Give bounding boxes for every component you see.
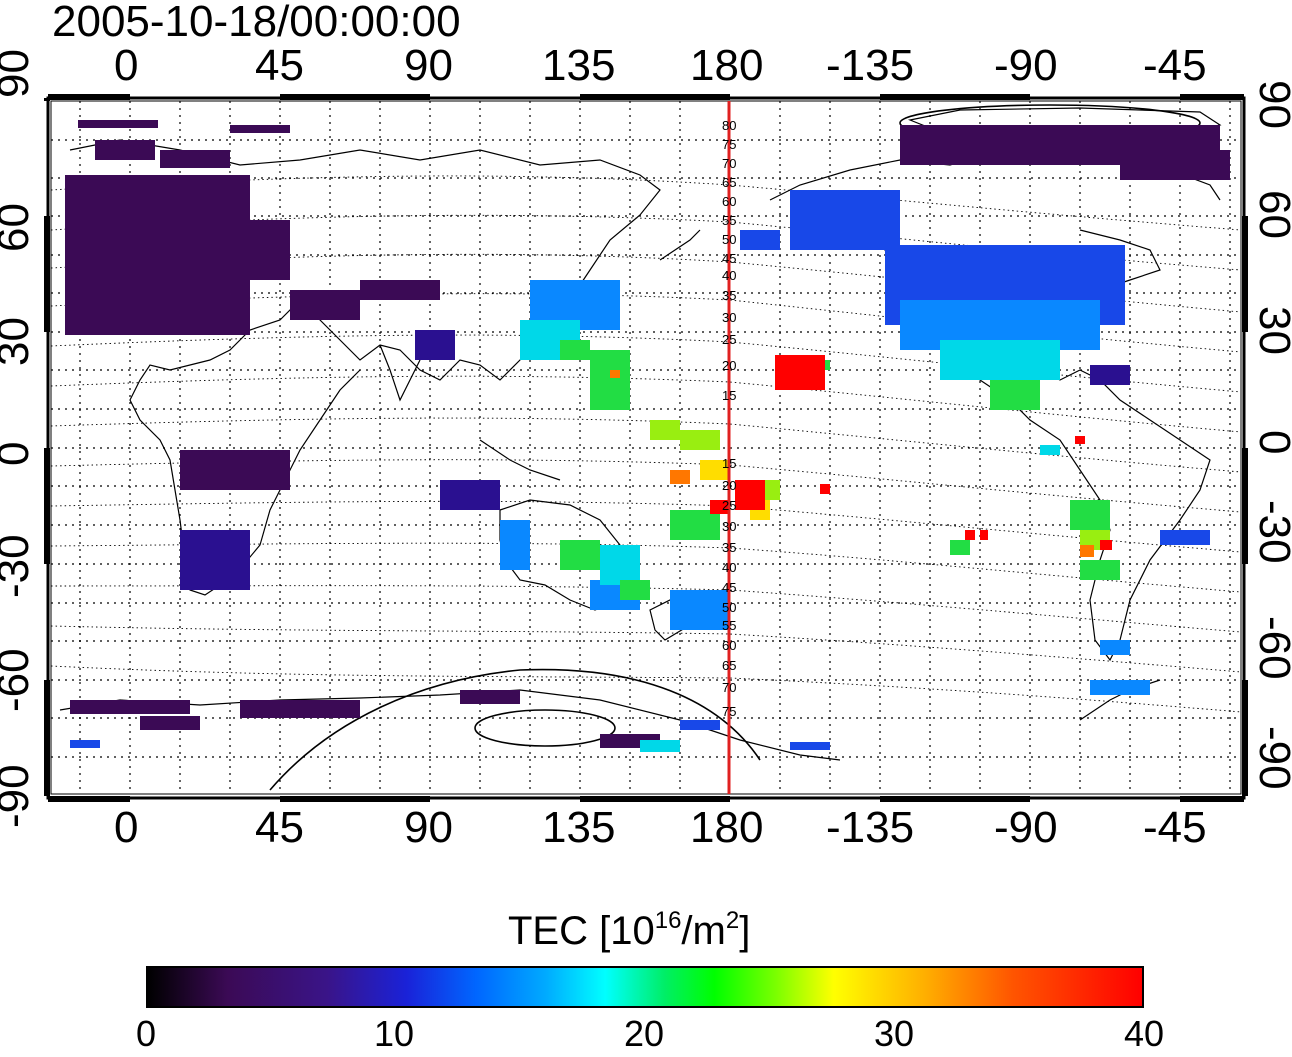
meridian-label: 75 (722, 704, 736, 719)
top-x-tick: 180 (690, 41, 764, 90)
colorbar-title: TEC [1016/m2] (508, 907, 750, 955)
meridian-label: 60 (722, 194, 736, 209)
colorbar-tick: 40 (1124, 1013, 1165, 1054)
bottom-x-tick: -135 (826, 803, 915, 852)
meridian-label: 35 (722, 288, 736, 303)
meridian-label: 45 (722, 580, 736, 595)
meridian-label: 25 (722, 498, 736, 513)
meridian-label: 50 (722, 232, 736, 247)
colorbar-tick: 10 (374, 1013, 415, 1054)
colorbar-title-prefix: TEC [10 (508, 909, 655, 953)
map-timestamp: 2005-10-18/00:00:00 (52, 0, 461, 46)
meridian-label: 20 (722, 478, 736, 493)
top-x-tick: 90 (404, 41, 453, 90)
meridian-label: 40 (722, 560, 736, 575)
colorbar-tick: 0 (136, 1013, 157, 1054)
bottom-x-tick: 135 (542, 803, 616, 852)
meridian-label: 15 (722, 456, 736, 471)
tec-map: 80 75 70 65 60 55 50 45 40 35 30 25 20 1… (44, 94, 1248, 802)
meridian-label: 45 (722, 251, 736, 266)
top-x-tick: -135 (826, 41, 915, 90)
meridian-label: 55 (722, 213, 736, 228)
meridian-label: 70 (722, 156, 736, 171)
colorbar-tick: 30 (874, 1013, 915, 1054)
meridian-label: 15 (722, 388, 736, 403)
meridian-labels: 80 75 70 65 60 55 50 45 40 35 30 25 20 1… (722, 118, 736, 719)
meridian-label: 25 (722, 332, 736, 347)
bottom-x-tick: 180 (690, 803, 764, 852)
meridian-label: 55 (722, 618, 736, 633)
meridian-label: 30 (722, 310, 736, 325)
colorbar-title-suffix: ] (739, 909, 751, 953)
bottom-x-tick: -45 (1143, 803, 1207, 852)
bottom-x-tick: 90 (404, 803, 453, 852)
bottom-x-tick: 45 (255, 803, 304, 852)
meridian-label: 75 (722, 137, 736, 152)
meridian-label: 80 (722, 118, 736, 133)
meridian-label: 60 (722, 638, 736, 653)
bottom-x-tick: 0 (114, 803, 139, 852)
graticule (51, 101, 1241, 794)
top-x-tick: -45 (1143, 41, 1207, 90)
meridian-label: 50 (722, 600, 736, 615)
tec-colorbar (146, 966, 1144, 1008)
meridian-label: 65 (722, 175, 736, 190)
frame-ticks (44, 94, 1248, 802)
meridian-label: 65 (722, 658, 736, 673)
top-x-tick: 45 (255, 41, 304, 90)
bottom-x-tick: -90 (994, 803, 1058, 852)
top-x-tick: 135 (542, 41, 616, 90)
magnetic-contours (51, 175, 1241, 713)
meridian-label: 30 (722, 519, 736, 534)
top-x-tick: 0 (114, 41, 139, 90)
colorbar-title-exponent2: 2 (725, 907, 740, 934)
meridian-label: 40 (722, 268, 736, 283)
meridian-label: 20 (722, 358, 736, 373)
colorbar-title-exponent: 16 (654, 907, 682, 934)
tec-patches (65, 120, 1230, 752)
colorbar-title-mid: /m (681, 909, 726, 953)
colorbar-tick: 20 (624, 1013, 665, 1054)
top-x-tick: -90 (994, 41, 1058, 90)
meridian-label: 70 (722, 680, 736, 695)
meridian-label: 35 (722, 540, 736, 555)
